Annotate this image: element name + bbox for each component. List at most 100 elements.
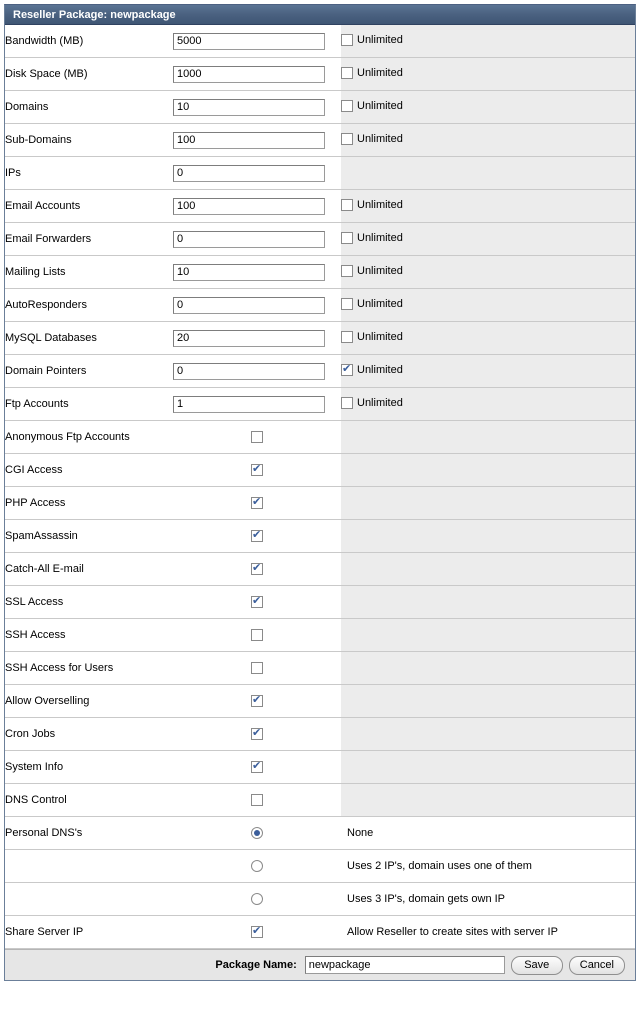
row-empty-cell: [341, 783, 635, 817]
unlimited-toggle[interactable]: Unlimited: [341, 363, 403, 376]
row-unlimited-cell: Unlimited: [341, 189, 635, 223]
cron-jobs-checkbox[interactable]: [251, 727, 263, 741]
share-server-ip-description: Allow Reseller to create sites with serv…: [341, 915, 635, 949]
autoresponders-input[interactable]: [173, 296, 325, 314]
unlimited-checkbox[interactable]: [341, 99, 353, 112]
anonymous-ftp-accounts-checkbox[interactable]: [251, 431, 263, 444]
row-empty-cell: [341, 585, 635, 619]
unlimited-checkbox[interactable]: [341, 231, 353, 244]
unlimited-label: Unlimited: [357, 297, 403, 310]
sub-domains-input[interactable]: [173, 131, 325, 149]
unlimited-checkbox[interactable]: [341, 198, 353, 211]
row-unlimited-cell: Unlimited: [341, 123, 635, 157]
row-label: Disk Space (MB): [5, 57, 173, 91]
row-checkbox-cell: [173, 486, 341, 520]
unlimited-checkbox[interactable]: [341, 363, 353, 376]
unlimited-label: Unlimited: [357, 33, 403, 46]
row-empty-cell: [341, 156, 635, 190]
row-checkbox-cell: [173, 420, 341, 454]
ssh-access-checkbox[interactable]: [251, 629, 263, 642]
row-label: SSH Access for Users: [5, 651, 173, 685]
unlimited-toggle[interactable]: Unlimited: [341, 66, 403, 79]
row-label: System Info: [5, 750, 173, 784]
unlimited-toggle[interactable]: Unlimited: [341, 396, 403, 409]
page-root: Reseller Package: newpackage Bandwidth (…: [0, 0, 640, 902]
allow-overselling-checkbox[interactable]: [251, 694, 263, 708]
unlimited-toggle[interactable]: Unlimited: [341, 198, 403, 211]
row-checkbox-cell: [173, 618, 341, 652]
dns-control-checkbox[interactable]: [251, 794, 263, 807]
unlimited-toggle[interactable]: Unlimited: [341, 264, 403, 277]
unlimited-checkbox[interactable]: [341, 66, 353, 79]
package-settings-table: Bandwidth (MB) Unlimited Disk Space (MB): [5, 25, 635, 949]
domain-pointers-input[interactable]: [173, 362, 325, 380]
top-strip: [0, 0, 640, 4]
ssl-access-checkbox[interactable]: [251, 595, 263, 609]
unlimited-toggle[interactable]: Unlimited: [341, 33, 403, 46]
panel-footer: Package Name: Save Cancel: [5, 949, 635, 980]
table-row: Uses 3 IP's, domain gets own IP: [5, 882, 635, 916]
unlimited-checkbox[interactable]: [341, 264, 353, 277]
row-input-cell: [173, 255, 341, 289]
unlimited-toggle[interactable]: Unlimited: [341, 330, 403, 343]
table-row: Domains Unlimited: [5, 90, 635, 124]
personal-dns-label: Personal DNS's: [5, 816, 173, 850]
unlimited-toggle[interactable]: Unlimited: [341, 297, 403, 310]
unlimited-toggle[interactable]: Unlimited: [341, 132, 403, 145]
domains-input[interactable]: [173, 98, 325, 116]
unlimited-label: Unlimited: [357, 132, 403, 145]
row-empty-cell: [341, 651, 635, 685]
ftp-accounts-input[interactable]: [173, 395, 325, 413]
package-name-label: Package Name:: [215, 959, 297, 971]
table-row: Mailing Lists Unlimited: [5, 255, 635, 289]
row-label: Anonymous Ftp Accounts: [5, 420, 173, 454]
spamassassin-checkbox[interactable]: [251, 529, 263, 543]
table-row: Personal DNS's None: [5, 816, 635, 850]
unlimited-checkbox[interactable]: [341, 396, 353, 409]
mailing-lists-input[interactable]: [173, 263, 325, 281]
php-access-checkbox[interactable]: [251, 496, 263, 510]
system-info-checkbox[interactable]: [251, 760, 263, 774]
unlimited-toggle[interactable]: Unlimited: [341, 231, 403, 244]
row-label: IPs: [5, 156, 173, 190]
unlimited-checkbox[interactable]: [341, 33, 353, 46]
personal-dns-radio-three-ips[interactable]: [251, 893, 263, 906]
cgi-access-checkbox[interactable]: [251, 463, 263, 477]
email-accounts-input[interactable]: [173, 197, 325, 215]
ssh-access-for-users-checkbox[interactable]: [251, 662, 263, 675]
personal-dns-radio-none[interactable]: [251, 827, 263, 840]
package-name-input[interactable]: [304, 956, 505, 974]
unlimited-label: Unlimited: [357, 66, 403, 79]
row-label: DNS Control: [5, 783, 173, 817]
cancel-button[interactable]: Cancel: [568, 955, 625, 975]
unlimited-checkbox[interactable]: [341, 330, 353, 343]
table-row: System Info: [5, 750, 635, 784]
row-unlimited-cell: Unlimited: [341, 90, 635, 124]
ips-input[interactable]: [173, 164, 325, 182]
row-empty-cell: [341, 618, 635, 652]
reseller-package-panel: Reseller Package: newpackage Bandwidth (…: [4, 4, 636, 981]
unlimited-checkbox[interactable]: [341, 132, 353, 145]
row-input-cell: [173, 25, 341, 58]
row-radio-cell: [173, 849, 341, 883]
row-empty-cell: [341, 486, 635, 520]
row-label: Allow Overselling: [5, 684, 173, 718]
share-server-ip-checkbox[interactable]: [251, 925, 263, 939]
mysql-databases-input[interactable]: [173, 329, 325, 347]
bandwidth-input[interactable]: [173, 32, 325, 50]
personal-dns-radio-two-ips[interactable]: [251, 860, 263, 873]
save-button[interactable]: Save: [510, 955, 563, 975]
email-forwarders-input[interactable]: [173, 230, 325, 248]
table-row: Cron Jobs: [5, 717, 635, 751]
row-input-cell: [173, 321, 341, 355]
unlimited-checkbox[interactable]: [341, 297, 353, 310]
row-label: Catch-All E-mail: [5, 552, 173, 586]
unlimited-toggle[interactable]: Unlimited: [341, 99, 403, 112]
catch-all-email-checkbox[interactable]: [251, 562, 263, 576]
row-unlimited-cell: Unlimited: [341, 321, 635, 355]
table-row: Share Server IP Allow Reseller to create…: [5, 915, 635, 949]
table-row: Disk Space (MB) Unlimited: [5, 57, 635, 91]
row-input-cell: [173, 288, 341, 322]
row-input-cell: [173, 387, 341, 421]
disk-space-input[interactable]: [173, 65, 325, 83]
